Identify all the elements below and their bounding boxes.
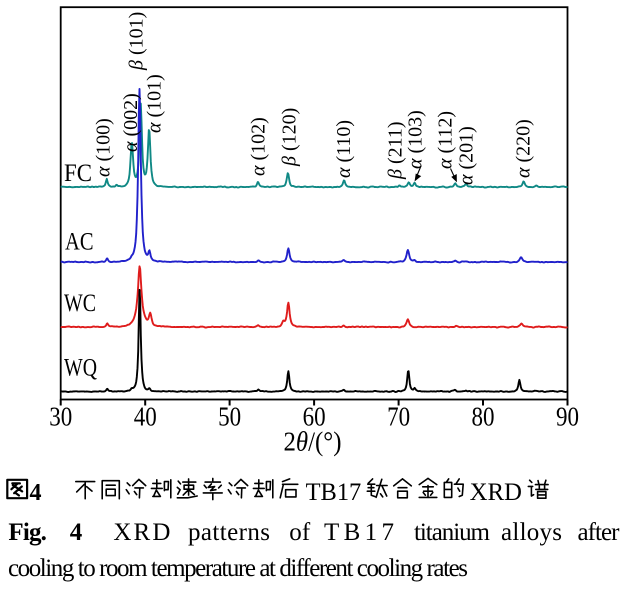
- svg-text:α (110): α (110): [333, 120, 355, 178]
- svg-text:4: 4: [30, 480, 42, 506]
- svg-text:α (102): α (102): [248, 117, 270, 176]
- svg-text:60: 60: [303, 402, 326, 432]
- svg-text:after: after: [578, 519, 621, 546]
- svg-text:α (201): α (201): [456, 126, 478, 185]
- svg-text:AC: AC: [65, 229, 94, 256]
- svg-text:α (101): α (101): [144, 74, 166, 133]
- svg-text:70: 70: [387, 402, 410, 432]
- svg-text:α (002): α (002): [120, 93, 142, 152]
- svg-text:TB17: TB17: [324, 519, 394, 546]
- svg-text:40: 40: [134, 402, 157, 432]
- svg-text:80: 80: [472, 402, 495, 432]
- svg-text:β (101): β (101): [126, 12, 148, 71]
- svg-text:β (120): β (120): [279, 108, 301, 167]
- svg-text:titanium: titanium: [414, 519, 491, 546]
- svg-text:α (220): α (220): [513, 119, 535, 178]
- svg-text:β (211): β (211): [385, 121, 407, 180]
- svg-text:cooling to room temperature at: cooling to room temperature at different…: [8, 555, 468, 582]
- svg-text:Fig.: Fig.: [8, 519, 47, 546]
- svg-text:50: 50: [218, 402, 241, 432]
- svg-text:XRD: XRD: [470, 479, 522, 506]
- svg-text:TB17: TB17: [306, 479, 362, 506]
- svg-text:2θ/(°): 2θ/(°): [284, 427, 342, 457]
- svg-text:30: 30: [49, 402, 72, 432]
- svg-text:patterns: patterns: [188, 519, 270, 546]
- svg-text:alloys: alloys: [501, 519, 562, 546]
- svg-text:WQ: WQ: [64, 355, 97, 382]
- svg-text:XRD: XRD: [113, 519, 170, 546]
- svg-text:α (112): α (112): [435, 111, 457, 169]
- svg-text:90: 90: [556, 402, 579, 432]
- svg-text:FC: FC: [64, 160, 92, 187]
- svg-text:of: of: [289, 519, 311, 546]
- svg-text:WC: WC: [64, 290, 96, 317]
- svg-text:4: 4: [70, 519, 83, 546]
- svg-text:α (103): α (103): [405, 110, 427, 169]
- svg-text:α (100): α (100): [93, 118, 115, 177]
